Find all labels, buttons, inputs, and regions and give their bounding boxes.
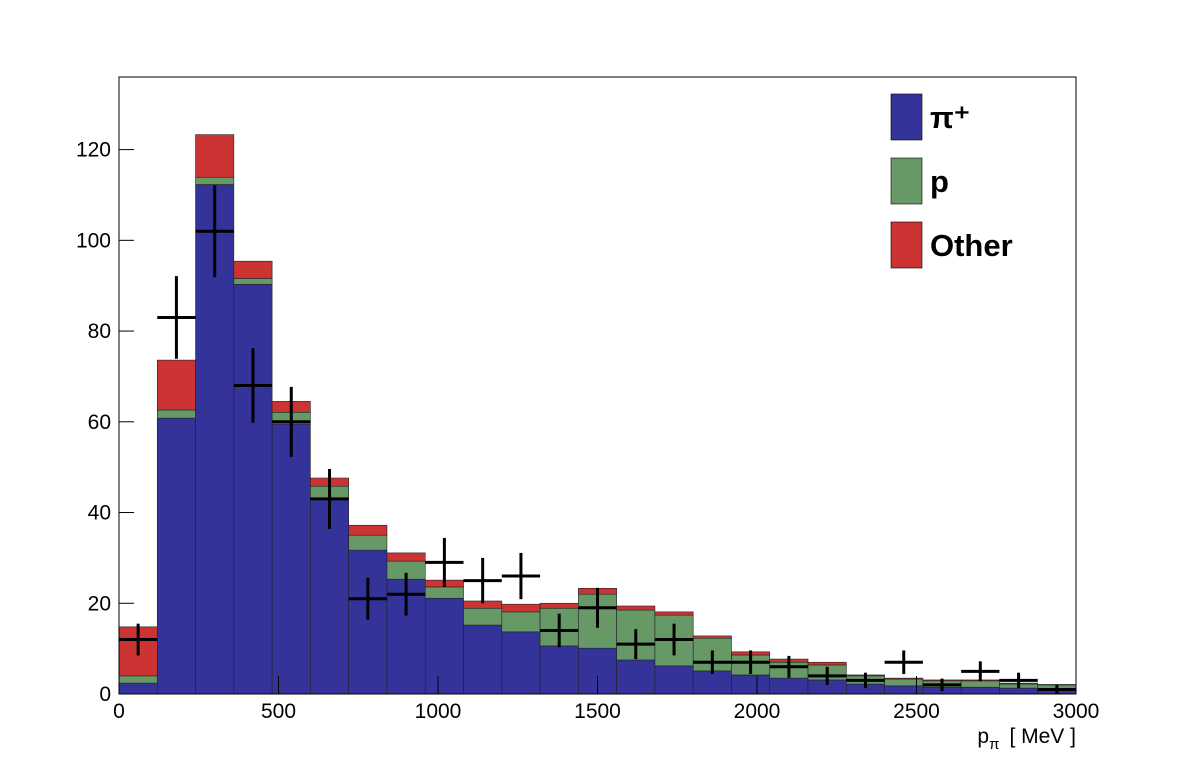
x-label-main: p (977, 725, 989, 748)
x-tick-label: 2500 (893, 700, 940, 723)
legend-label: Other (930, 228, 1013, 263)
histogram-segment (885, 686, 923, 694)
histogram-segment (157, 360, 195, 410)
histogram-segment (502, 604, 540, 612)
histogram-segment (234, 284, 272, 694)
histogram-segment (693, 671, 731, 694)
histogram-segment (808, 662, 846, 665)
x-label-unit: [ MeV ] (1009, 725, 1076, 748)
histogram-segment (387, 553, 425, 561)
legend-swatch (891, 94, 922, 140)
histogram-segment (196, 135, 234, 178)
histogram-segment (119, 676, 157, 683)
histogram-segment (885, 679, 923, 686)
legend-swatch (891, 222, 922, 268)
y-tick-label: 100 (76, 229, 111, 252)
y-tick-label: 120 (76, 139, 111, 162)
histogram-segment (464, 625, 502, 694)
y-tick-label: 60 (88, 411, 111, 434)
histogram-segment (617, 660, 655, 694)
histogram-segment (425, 587, 463, 598)
x-tick-label: 3000 (1053, 700, 1100, 723)
histogram-segment (693, 636, 731, 638)
y-tick-label: 40 (88, 502, 111, 525)
histogram-segment (540, 603, 578, 608)
histogram-segment (349, 525, 387, 535)
histogram-segment (502, 632, 540, 694)
histogram-segment (540, 646, 578, 694)
x-tick-label: 1000 (415, 700, 462, 723)
histogram-segment (655, 666, 693, 694)
histogram-segment (999, 688, 1037, 694)
x-tick-label: 1500 (574, 700, 621, 723)
histogram-segment (655, 612, 693, 615)
histogram-segment (731, 675, 769, 694)
histogram-segment (349, 550, 387, 694)
histogram-segment (234, 278, 272, 284)
histogram-segment (502, 612, 540, 632)
legend-label: π⁺ (930, 100, 970, 135)
histogram-segment (961, 687, 999, 694)
histogram-segment (196, 177, 234, 184)
y-tick-label: 20 (88, 592, 111, 615)
histogram-segment (157, 410, 195, 418)
histogram-segment (157, 418, 195, 694)
x-tick-label: 500 (261, 700, 296, 723)
histogram-segment (961, 681, 999, 687)
histogram-segment (617, 606, 655, 610)
histogram-segment (885, 678, 923, 679)
histogram-segment (464, 608, 502, 625)
y-tick-label: 0 (99, 683, 111, 706)
histogram-segment (770, 678, 808, 694)
x-tick-label: 2000 (734, 700, 781, 723)
x-tick-label: 0 (113, 700, 125, 723)
legend-label: p (930, 164, 949, 199)
histogram-segment (349, 535, 387, 550)
legend-swatch (891, 158, 922, 204)
y-tick-label: 80 (88, 320, 111, 343)
histogram-segment (119, 683, 157, 694)
histogram-segment (272, 424, 310, 694)
histogram-segment (425, 598, 463, 694)
histogram-segment (234, 261, 272, 278)
x-label-sub: π (989, 736, 999, 753)
